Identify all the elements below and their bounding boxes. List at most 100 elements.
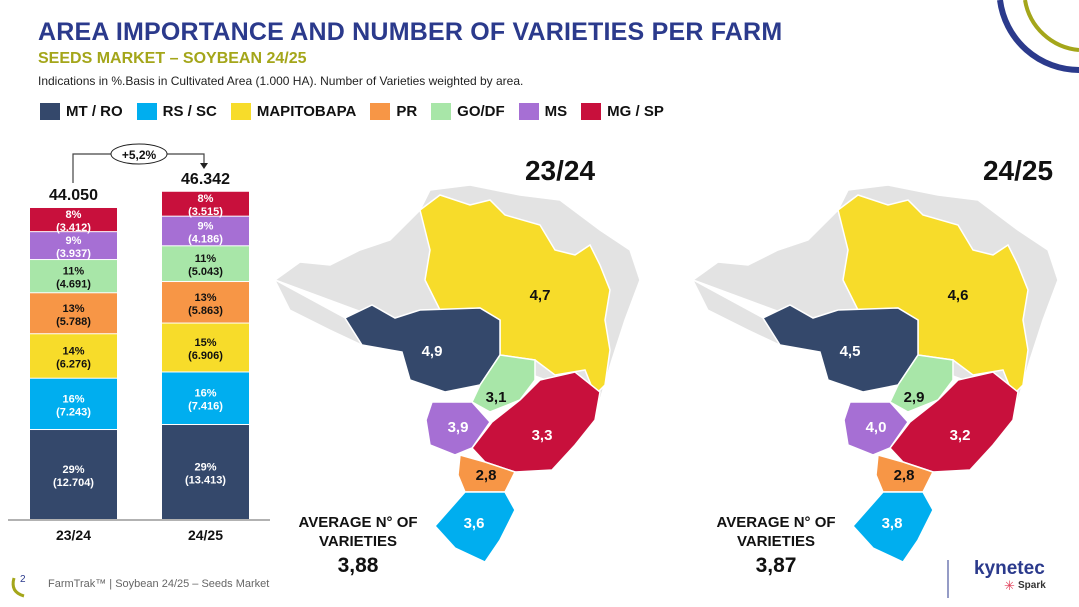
legend-label: MS — [544, 103, 568, 120]
map-background-states — [691, 278, 782, 347]
legend-item: MG / SP — [581, 103, 664, 120]
legend-label: RS / SC — [162, 103, 217, 120]
data-label: (3.412) — [56, 222, 91, 234]
legend: MT / RO RS / SC MAPITOBAPA PR GO/DF MS MG / SP — [40, 103, 664, 120]
legend-item: GO/DF — [431, 103, 505, 120]
average-label: AVERAGE N° OF — [716, 514, 835, 531]
bar-segment — [30, 293, 117, 334]
data-label: (3.937) — [56, 248, 91, 260]
corner-decoration — [1023, 0, 1079, 52]
bar-segment — [162, 282, 249, 323]
bar-segment — [30, 207, 117, 232]
bar-segment — [162, 216, 249, 246]
region-value: 3,1 — [486, 389, 507, 406]
legend-swatch — [431, 103, 452, 120]
region-value: 2,9 — [904, 389, 925, 406]
bar-segment — [30, 260, 117, 293]
legend-swatch — [230, 103, 251, 120]
legend-item: MT / RO — [40, 103, 123, 120]
data-label: 9% — [198, 220, 214, 232]
region-value: 3,3 — [532, 427, 553, 444]
growth-badge — [110, 143, 168, 165]
region-value: 3,9 — [448, 419, 469, 436]
bar-segment — [162, 246, 249, 282]
average-label: AVERAGE N° OF — [298, 514, 417, 531]
data-label: 8% — [66, 209, 82, 221]
bar-segment — [30, 232, 117, 260]
region-value: 3,6 — [464, 515, 485, 532]
legend-item: MAPITOBAPA — [230, 103, 357, 120]
data-label: (7.243) — [56, 406, 91, 418]
bar-segment — [162, 424, 249, 519]
data-label: (5.788) — [56, 316, 91, 328]
data-label: (13.413) — [185, 474, 226, 486]
region-value: 2,8 — [894, 467, 915, 484]
total-label: 44.050 — [49, 187, 98, 204]
legend-label: PR — [396, 103, 418, 120]
category-label: 24/25 — [188, 527, 223, 543]
region-value: 3,2 — [950, 427, 971, 444]
kynetec-logo: kynetec — [974, 558, 1045, 579]
growth-label: +5,2% — [122, 148, 157, 162]
legend-swatch — [581, 103, 602, 120]
region-value: 4,9 — [422, 343, 443, 360]
average-label: VARIETIES — [737, 533, 815, 550]
data-label: 11% — [63, 266, 85, 278]
data-label: (6.906) — [188, 350, 223, 362]
average-value: 3,88 — [338, 554, 379, 577]
legend-swatch — [370, 103, 391, 120]
page-title: AREA IMPORTANCE AND NUMBER OF VARIETIES … — [38, 18, 783, 46]
map-region — [433, 491, 516, 563]
data-label: (5.863) — [188, 305, 223, 317]
category-label: 23/24 — [56, 527, 91, 543]
map-2425: 4,6 4,5 2,9 3,2 4,0 2,8 3,8 24/25 AVERAGE N° OF V… — [691, 155, 1059, 577]
data-label: (4.691) — [56, 279, 91, 291]
legend-item: RS / SC — [136, 103, 217, 120]
map-season-title: 23/24 — [525, 155, 595, 186]
legend-label: MG / SP — [607, 103, 664, 120]
arrow-head-icon — [200, 163, 208, 169]
map-region — [851, 491, 934, 563]
data-label: (4.186) — [188, 233, 223, 245]
map-background-states — [273, 278, 364, 347]
legend-label: MAPITOBAPA — [256, 103, 357, 120]
region-value: 4,0 — [866, 419, 887, 436]
bar-segment — [30, 430, 117, 519]
map-2324: 4,7 4,9 3,1 3,3 3,9 2,8 3,6 23/24 AVERAGE N° OF V… — [273, 155, 641, 577]
map-region — [425, 401, 491, 456]
legend-item: MS — [518, 103, 568, 120]
map-region — [471, 354, 536, 413]
data-label: 16% — [62, 393, 84, 405]
data-label: 14% — [62, 345, 84, 357]
page-decoration — [11, 577, 25, 598]
page-number: 2 — [20, 574, 26, 585]
average-label: VARIETIES — [319, 533, 397, 550]
footer-text: FarmTrak™ | Soybean 24/25 – Seeds Market — [48, 578, 270, 590]
legend-label: MT / RO — [66, 103, 123, 120]
legend-label: GO/DF — [457, 103, 505, 120]
data-label: (7.416) — [188, 401, 223, 413]
data-label: (12.704) — [53, 477, 94, 489]
bar-segment — [162, 191, 249, 216]
spark-icon: ✳ — [1004, 578, 1015, 593]
average-value: 3,87 — [756, 554, 797, 577]
data-label: (5.043) — [188, 266, 223, 278]
map-season-title: 24/25 — [983, 155, 1053, 186]
spark-logo: Spark — [1018, 580, 1046, 591]
data-label: 16% — [194, 388, 216, 400]
bar-segment — [162, 372, 249, 424]
region-value: 3,8 — [882, 515, 903, 532]
map-region — [889, 354, 954, 413]
data-label: (6.276) — [56, 358, 91, 370]
data-label: 8% — [198, 193, 214, 205]
bar-segment — [30, 378, 117, 430]
region-value: 2,8 — [476, 467, 497, 484]
legend-swatch — [40, 103, 60, 120]
note: Indications in %.Basis in Cultivated Are… — [38, 74, 524, 88]
legend-item: PR — [370, 103, 417, 120]
total-label: 46.342 — [181, 171, 230, 188]
region-value: 4,7 — [530, 287, 551, 304]
legend-swatch — [136, 103, 157, 120]
